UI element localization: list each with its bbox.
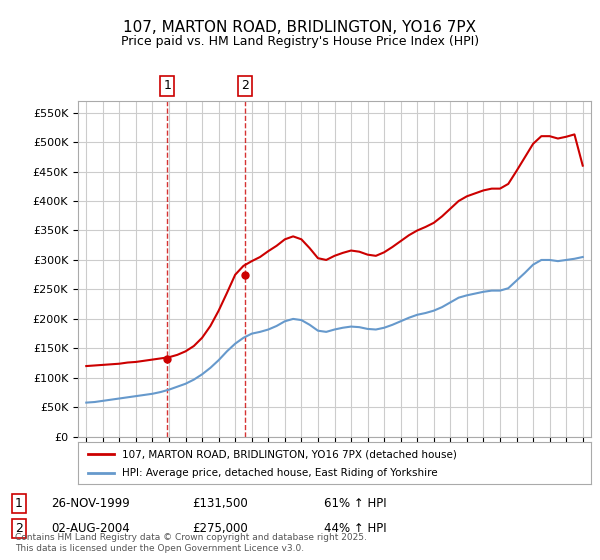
Text: 2: 2 xyxy=(15,522,23,535)
Text: £131,500: £131,500 xyxy=(192,497,248,510)
Text: Price paid vs. HM Land Registry's House Price Index (HPI): Price paid vs. HM Land Registry's House … xyxy=(121,35,479,48)
Text: 02-AUG-2004: 02-AUG-2004 xyxy=(51,522,130,535)
Text: 1: 1 xyxy=(163,80,171,92)
Text: 107, MARTON ROAD, BRIDLINGTON, YO16 7PX (detached house): 107, MARTON ROAD, BRIDLINGTON, YO16 7PX … xyxy=(122,449,457,459)
Text: Contains HM Land Registry data © Crown copyright and database right 2025.
This d: Contains HM Land Registry data © Crown c… xyxy=(15,533,367,553)
Text: 26-NOV-1999: 26-NOV-1999 xyxy=(51,497,130,510)
Text: 44% ↑ HPI: 44% ↑ HPI xyxy=(324,522,386,535)
Text: 2: 2 xyxy=(241,80,249,92)
Text: 1: 1 xyxy=(15,497,23,510)
Text: £275,000: £275,000 xyxy=(192,522,248,535)
Text: 107, MARTON ROAD, BRIDLINGTON, YO16 7PX: 107, MARTON ROAD, BRIDLINGTON, YO16 7PX xyxy=(124,20,476,35)
Text: 61% ↑ HPI: 61% ↑ HPI xyxy=(324,497,386,510)
Text: HPI: Average price, detached house, East Riding of Yorkshire: HPI: Average price, detached house, East… xyxy=(122,468,437,478)
